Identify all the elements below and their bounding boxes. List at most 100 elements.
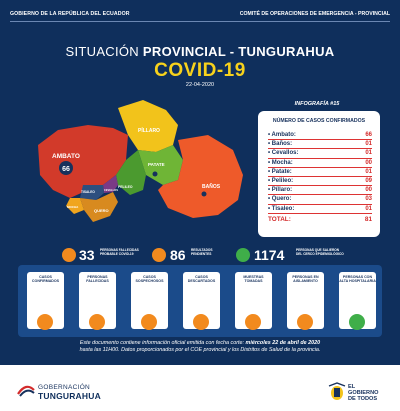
top-header: GOBIERNO DE LA REPÚBLICA DEL ECUADOR COM…	[0, 0, 400, 28]
map-badge-ambato	[59, 161, 73, 175]
canton-name: • Tisaleo:	[268, 205, 295, 212]
canton-name: • Pelileo:	[268, 178, 294, 185]
list-item: • Quero: 03	[268, 195, 372, 205]
microscope-icon	[245, 314, 261, 330]
isolation-people-icon	[297, 314, 313, 330]
canton-value: 03	[365, 196, 372, 203]
card-label: CASOS DESCARTADOS	[187, 275, 216, 284]
title-prefix: SITUACIÓN	[65, 44, 143, 59]
province-map: AMBATO 66 PÍLLARO PATATE BAÑOS PELILEO T…	[38, 100, 243, 222]
canton-name: • Cevallos:	[268, 150, 299, 157]
card-value-samples: 240	[240, 291, 267, 308]
list-item: • Patate: 01	[268, 168, 372, 177]
canton-value: 00	[365, 159, 372, 166]
stat-pending-results: 86	[170, 247, 186, 263]
list-item: • Píllaro: 00	[268, 186, 372, 196]
canton-name: • Píllaro:	[268, 187, 293, 194]
card-value-confirmed: 82	[37, 291, 54, 308]
map-count-ambato: 66	[62, 166, 70, 173]
total-row: TOTAL: 81	[268, 215, 372, 224]
map-label-ambato: AMBATO	[52, 153, 80, 160]
card-label: PERSONAS CON ALTA HOSPITALARIA	[339, 275, 376, 284]
canton-name: • Ambato:	[268, 132, 296, 139]
note-date: miércoles 22 de abril de 2020	[245, 340, 321, 346]
heart-pulse-icon	[349, 314, 365, 330]
header-divider	[10, 21, 390, 22]
footer-gobierno: EL GOBIERNO DE TODOS	[348, 384, 378, 403]
cases-list: • Ambato: 66 • Baños: 01 • Cevallos: 01 • M…	[268, 131, 372, 224]
header-right-text: COMITÉ DE OPERACIONES DE EMERGENCIA - PR…	[239, 11, 390, 17]
map-region-patate[interactable]	[138, 145, 183, 185]
gobernacion-logo-icon	[17, 385, 35, 397]
report-date: 22-04-2020	[185, 82, 215, 88]
footer-gobierno-line2: GOBIERNO	[348, 390, 379, 397]
canton-value: 01	[365, 168, 372, 175]
syringe-icon	[37, 314, 53, 330]
card-label: PERSONAS EN AISLAMIENTO	[292, 275, 319, 284]
map-badge-patate	[152, 171, 158, 177]
canton-name: • Patate:	[268, 168, 292, 175]
card-samples: MUESTRAS TOMADAS	[235, 272, 272, 329]
main-title: COVID-19	[154, 60, 246, 81]
total-label: TOTAL:	[268, 215, 291, 223]
footer-gobernacion: GOBERNACIÓN TUNGURAHUA	[38, 384, 101, 401]
pending-results-icon	[152, 248, 166, 262]
confirmed-cases-panel: NÚMERO DE CASOS CONFIRMADOS • Ambato: 66 …	[258, 111, 380, 237]
list-item: • Pelileo: 09	[268, 177, 372, 187]
discarded-icon	[193, 314, 209, 330]
card-suspected: CASOS SOSPECHOSOS	[131, 272, 168, 329]
canton-name: • Baños:	[268, 141, 293, 148]
list-item: • Mocha: 00	[268, 159, 372, 168]
stat-pending-results-label: RESULTADOS PENDIENTES	[191, 248, 213, 256]
map-region-pelileo[interactable]	[116, 150, 146, 195]
map-label-quero: QUERO	[94, 208, 109, 213]
list-item: • Baños: 01	[268, 140, 372, 150]
card-value-discarded: 81	[193, 291, 210, 308]
page-title: SITUACIÓN PROVINCIAL - TUNGURAHUA	[0, 44, 400, 59]
header-left-text: GOBIERNO DE LA REPÚBLICA DEL ECUADOR	[10, 11, 130, 17]
list-item: • Ambato: 66	[268, 131, 372, 141]
canton-value: 66	[365, 132, 372, 139]
list-item: • Cevallos: 01	[268, 149, 372, 159]
card-label: PERSONAS FALLECIDAS	[86, 275, 109, 284]
map-label-patate: PATATE	[148, 162, 165, 167]
list-item: • Tisaleo: 01	[268, 205, 372, 214]
map-label-cevallos: CEVALLOS	[104, 188, 118, 192]
footer-gobernacion-line2: TUNGURAHUA	[38, 391, 101, 401]
map-region-mocha[interactable]	[66, 198, 84, 214]
map-label-pelileo: PELILEO	[118, 185, 133, 189]
canton-value: 09	[365, 178, 372, 185]
canton-value: 01	[365, 141, 372, 148]
map-region-pillaro[interactable]	[118, 100, 178, 152]
canton-value: 01	[365, 205, 372, 212]
map-region-ambato[interactable]	[38, 125, 128, 198]
note-text-1: Este documento contiene información ofic…	[79, 340, 246, 346]
canton-value: 00	[365, 187, 372, 194]
map-region-cevallos[interactable]	[103, 175, 118, 193]
map-region-tisaleo[interactable]	[80, 185, 104, 200]
note-text-2: hasta las 11H00. Datos proporcionados po…	[79, 347, 321, 353]
footer-gobernacion-line1: GOBERNACIÓN	[38, 384, 91, 391]
map-label-pillaro: PÍLLARO	[138, 126, 160, 134]
card-label: MUESTRAS TOMADAS	[243, 275, 264, 284]
map-badge-banos	[201, 191, 207, 197]
title-strong: PROVINCIAL - TUNGURAHUA	[142, 44, 335, 59]
left-cordon-icon	[236, 248, 250, 262]
map-region-banos[interactable]	[158, 135, 243, 218]
stat-deceased-probable: 33	[79, 247, 95, 263]
canton-value: 01	[365, 150, 372, 157]
card-value-isolation: 1346	[288, 291, 323, 308]
infographic-tag: INFOGRAFÍA #15	[294, 101, 340, 107]
footer-gobierno-line3: DE TODOS	[348, 396, 378, 403]
panel-heading: NÚMERO DE CASOS CONFIRMADOS	[272, 118, 366, 124]
suspect-person-icon	[141, 314, 157, 330]
card-label: CASOS CONFIRMADOS	[31, 275, 60, 284]
stat-deceased-probable-label: PERSONAS FALLECIDAS PROBABLE COVID-19	[100, 248, 139, 256]
disclaimer-note: Este documento contiene información ofic…	[40, 340, 360, 354]
coat-of-arms-icon	[328, 382, 346, 400]
canton-name: • Mocha:	[268, 159, 293, 166]
map-region-quero[interactable]	[80, 192, 118, 222]
map-label-banos: BAÑOS	[202, 183, 221, 190]
total-value: 81	[364, 215, 372, 223]
stat-left-cordon-label: PERSONAS QUE SALIERON DEL CERCO EPIDEMIO…	[296, 248, 344, 256]
